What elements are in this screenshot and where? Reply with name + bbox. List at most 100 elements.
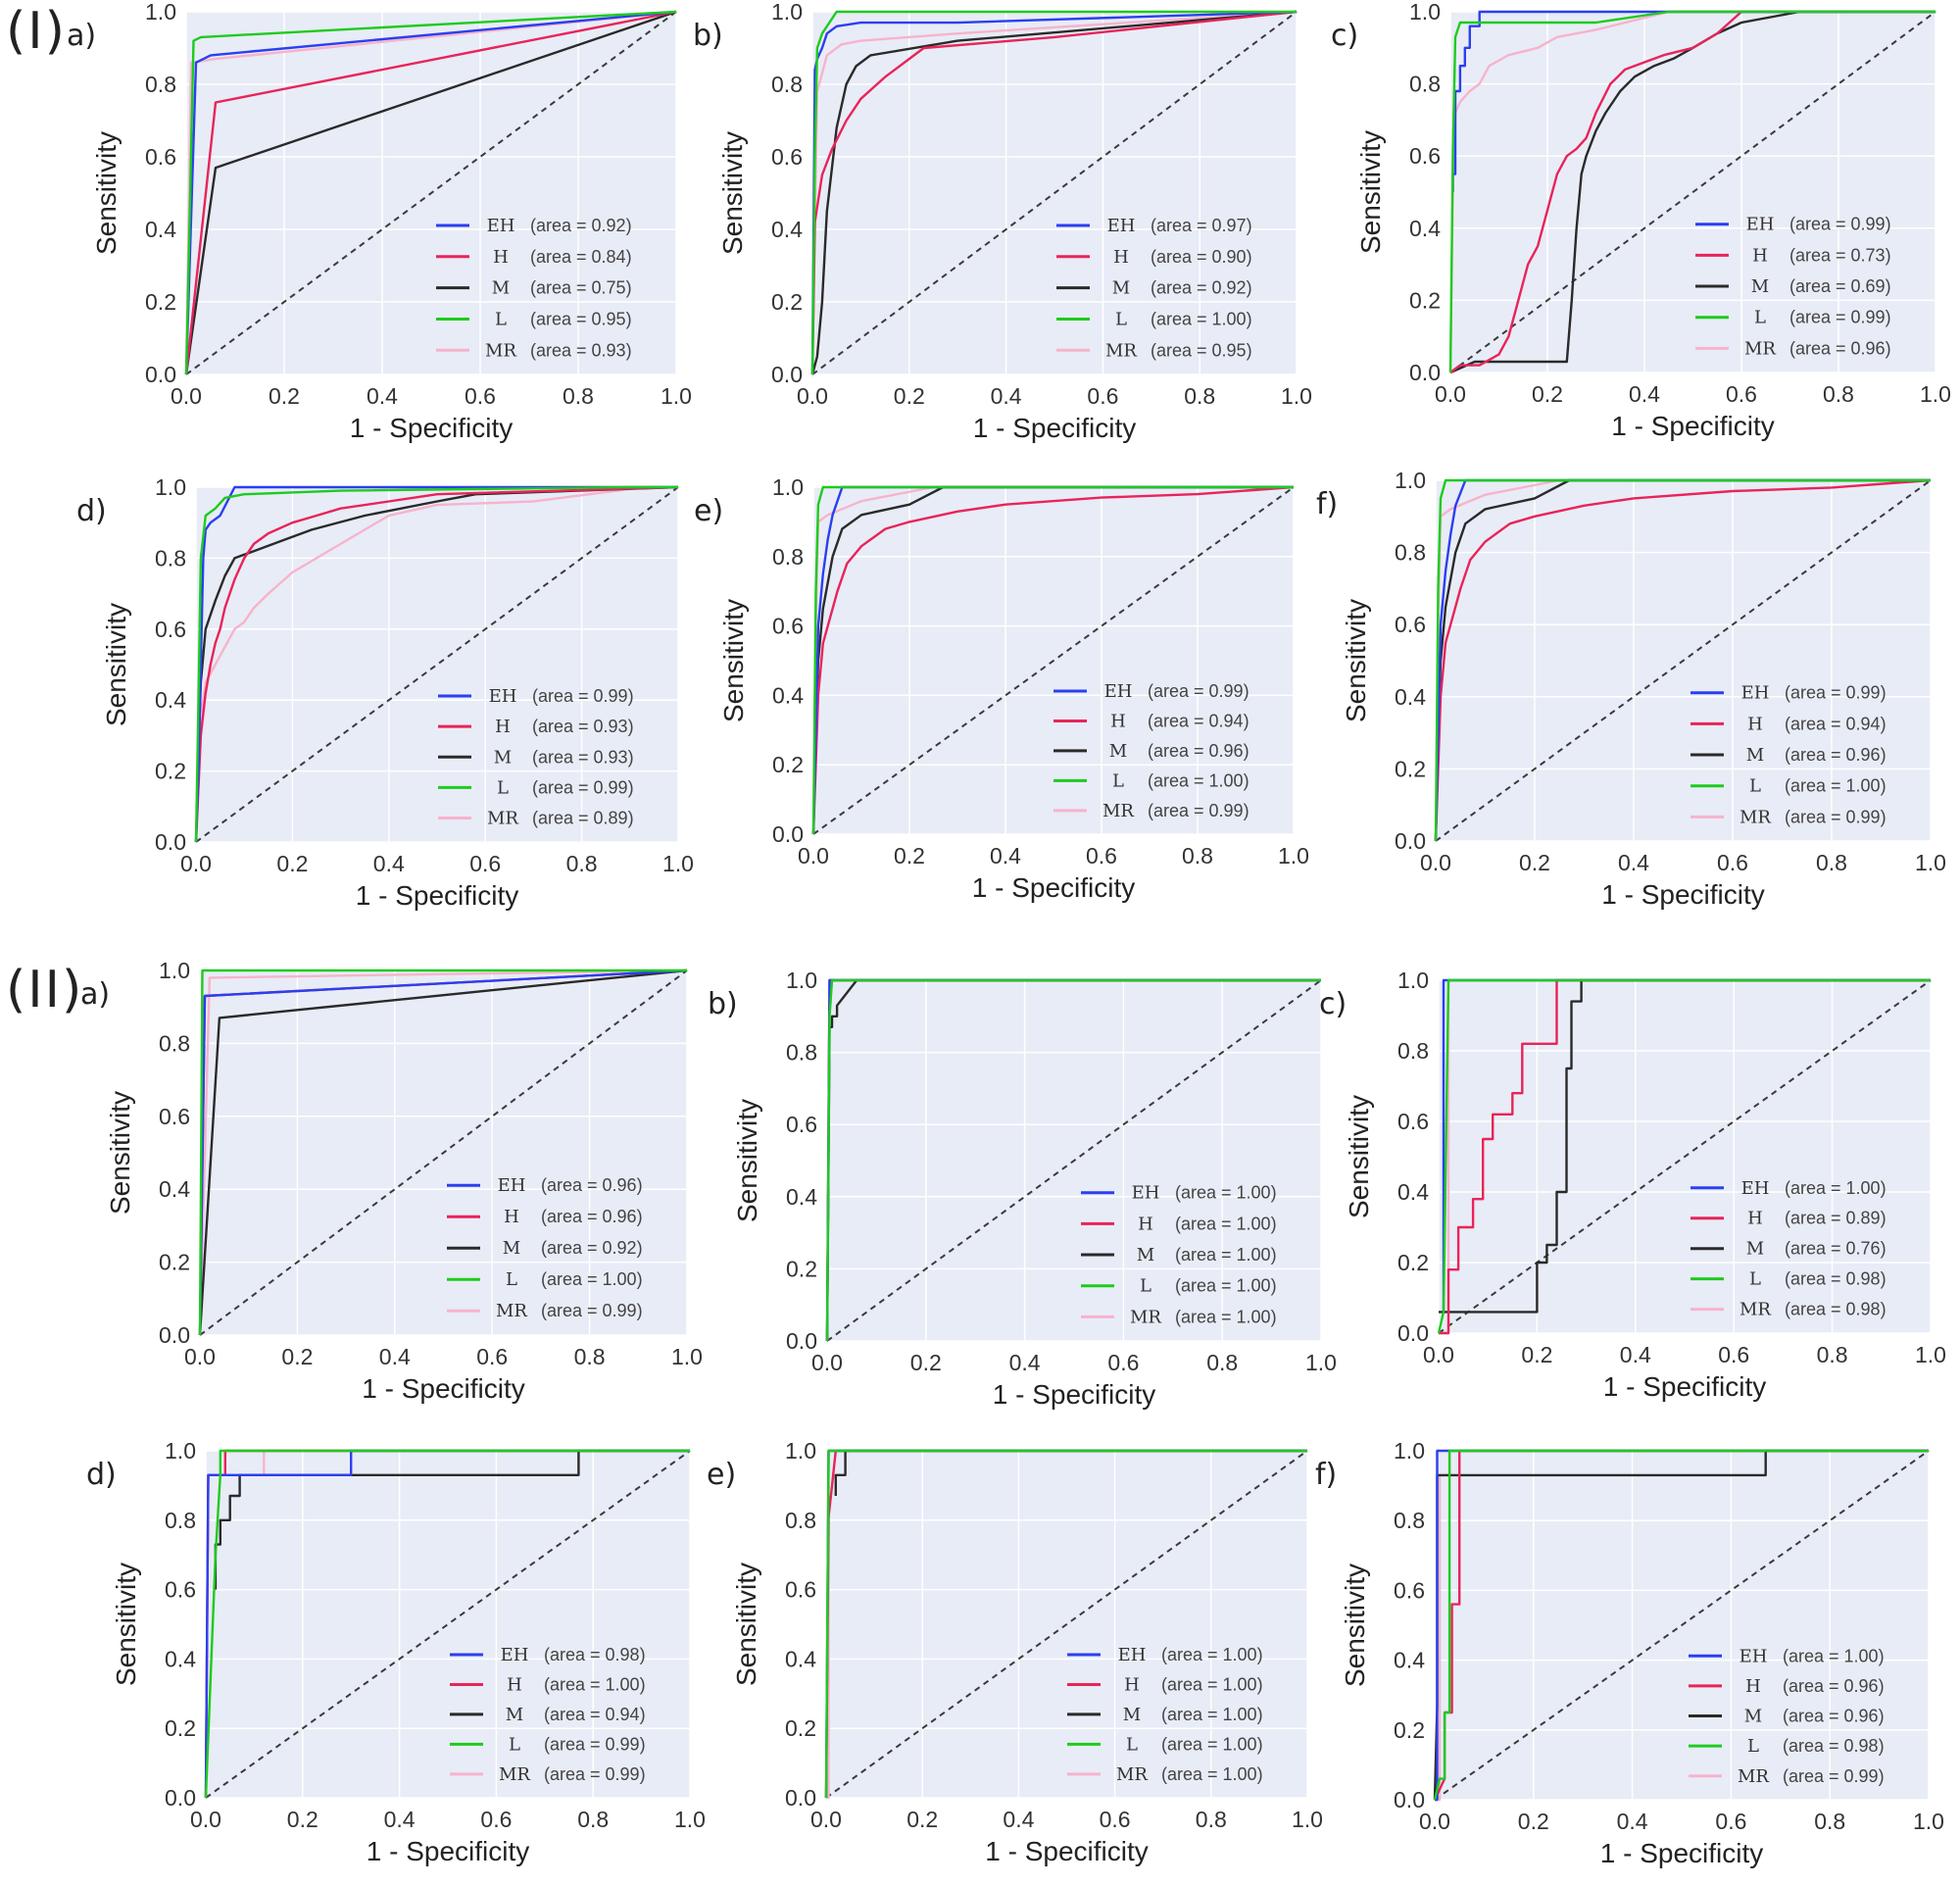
x-tick-label: 0.0 <box>797 383 828 409</box>
legend-name: MR <box>1738 1766 1769 1787</box>
legend-name: EH <box>1740 1646 1768 1666</box>
x-tick-label: 0.8 <box>1196 1807 1227 1832</box>
section-label-1: (I) <box>6 2 67 61</box>
roc-curve-h <box>184 10 677 375</box>
y-axis-label: Sensitivity <box>91 131 122 255</box>
roc-panel: 0.0 0.2 0.4 0.6 0.8 1.0 0.0 0.2 0.4 0.6 0.8 1.0 1 - … <box>1331 0 1951 441</box>
roc-curve-m <box>214 1449 690 1590</box>
legend-area: (area = 0.99) <box>544 1764 646 1784</box>
y-tick-label: 1.0 <box>786 968 817 993</box>
x-tick-label: 0.6 <box>465 383 496 409</box>
legend-name: M <box>1744 1707 1762 1727</box>
x-tick-label: 0.0 <box>1423 1342 1454 1367</box>
y-tick-label: 0.8 <box>159 1030 190 1056</box>
legend-name: L <box>1126 1734 1138 1755</box>
y-tick-label: 0.8 <box>1395 540 1426 566</box>
roc-curve-m <box>184 10 677 375</box>
legend-area: (area = 0.99) <box>1148 801 1250 820</box>
x-tick-label: 0.0 <box>180 851 212 876</box>
legend-name: M <box>1109 741 1127 762</box>
legend-area: (area = 0.96) <box>541 1207 643 1226</box>
x-axis-label: 1 - Specificity <box>367 1836 530 1866</box>
roc-panel: 0.0 0.2 0.4 0.6 0.8 1.0 0.0 0.2 0.4 0.6 0.8 1.0 1 - … <box>80 958 703 1404</box>
x-tick-label: 0.6 <box>1100 1807 1131 1832</box>
x-axis-label: 1 - Specificity <box>985 1836 1149 1866</box>
roc-curve-l <box>184 10 677 375</box>
x-tick-label: 0.0 <box>798 843 829 869</box>
legend-name: MR <box>1130 1307 1161 1327</box>
x-tick-label: 0.2 <box>287 1807 318 1832</box>
legend-name: L <box>1112 770 1124 791</box>
x-tick-label: 1.0 <box>1920 381 1951 407</box>
legend-area: (area = 0.75) <box>530 278 632 298</box>
legend-name: MR <box>1744 338 1776 359</box>
x-tick-label: 0.6 <box>1726 381 1757 407</box>
y-tick-label: 0.0 <box>771 362 803 387</box>
y-tick-label: 0.2 <box>785 1715 816 1741</box>
y-tick-label: 0.0 <box>786 1328 817 1354</box>
y-tick-label: 0.8 <box>772 544 804 570</box>
y-tick-label: 0.0 <box>1409 360 1441 385</box>
x-tick-label: 1.0 <box>1292 1807 1323 1832</box>
x-tick-label: 1.0 <box>1913 1809 1944 1834</box>
y-axis-label: Sensitivity <box>1340 1563 1370 1687</box>
y-tick-label: 0.2 <box>165 1715 196 1741</box>
y-tick-label: 0.6 <box>772 614 804 639</box>
x-tick-label: 0.4 <box>367 383 398 409</box>
roc-curve-h <box>1434 478 1932 842</box>
y-tick-label: 0.6 <box>1409 143 1441 169</box>
y-tick-label: 0.0 <box>145 362 176 387</box>
x-tick-label: 0.2 <box>281 1344 313 1369</box>
legend-area: (area = 0.99) <box>532 777 634 797</box>
legend-area: (area = 1.00) <box>544 1674 646 1694</box>
legend-name: M <box>492 278 510 299</box>
legend-name: H <box>1138 1214 1153 1234</box>
x-tick-label: 0.6 <box>1717 850 1748 875</box>
legend-name: H <box>493 247 509 268</box>
x-axis-label: 1 - Specificity <box>1603 1371 1767 1402</box>
legend-area: (area = 0.93) <box>532 747 634 767</box>
y-tick-label: 0.4 <box>159 1176 190 1202</box>
y-tick-label: 0.0 <box>785 1785 816 1811</box>
y-axis-label: Sensitivity <box>101 603 131 726</box>
legend-area: (area = 0.98) <box>1785 1300 1886 1319</box>
y-tick-label: 0.8 <box>786 1040 817 1066</box>
y-axis-label: Sensitivity <box>718 599 749 722</box>
legend-area: (area = 0.96) <box>1783 1707 1885 1726</box>
x-tick-label: 0.6 <box>476 1344 508 1369</box>
section-label-2: (II) <box>6 961 84 1019</box>
y-tick-label: 0.2 <box>772 752 804 777</box>
x-tick-label: 0.8 <box>577 1807 609 1832</box>
y-tick-label: 0.2 <box>1397 1250 1429 1275</box>
legend-area: (area = 0.73) <box>1789 245 1891 265</box>
x-tick-label: 0.6 <box>1715 1809 1746 1834</box>
panel-label: d) <box>76 494 107 528</box>
legend-area: (area = 0.99) <box>1783 1766 1885 1786</box>
y-tick-label: 0.6 <box>145 144 176 170</box>
panel-label: d) <box>86 1458 117 1492</box>
x-tick-label: 0.8 <box>1816 850 1847 875</box>
y-tick-label: 0.8 <box>785 1508 816 1533</box>
legend-area: (area = 1.00) <box>1151 309 1252 328</box>
x-tick-label: 0.4 <box>1009 1350 1041 1375</box>
legend-area: (area = 0.99) <box>1148 681 1250 701</box>
panel-label: e) <box>694 494 723 528</box>
legend-name: H <box>1113 247 1129 268</box>
y-tick-label: 0.4 <box>1394 1648 1425 1673</box>
legend-area: (area = 1.00) <box>1161 1674 1263 1694</box>
legend-area: (area = 0.94) <box>1785 714 1886 733</box>
x-tick-label: 0.8 <box>1182 843 1213 869</box>
x-tick-label: 0.2 <box>894 843 925 869</box>
legend-area: (area = 0.99) <box>1785 683 1886 703</box>
legend-name: M <box>1751 276 1769 297</box>
legend-area: (area = 0.99) <box>532 686 634 706</box>
legend-area: (area = 0.99) <box>541 1301 643 1320</box>
x-tick-label: 1.0 <box>671 1344 703 1369</box>
roc-curve-l <box>1434 478 1931 842</box>
legend-name: M <box>494 747 512 768</box>
legend-name: M <box>1746 1239 1764 1260</box>
x-tick-label: 0.4 <box>1618 850 1649 875</box>
roc-curve-l <box>1437 978 1931 1334</box>
legend-area: (area = 1.00) <box>1175 1276 1277 1296</box>
legend-area: (area = 0.96) <box>541 1175 643 1195</box>
